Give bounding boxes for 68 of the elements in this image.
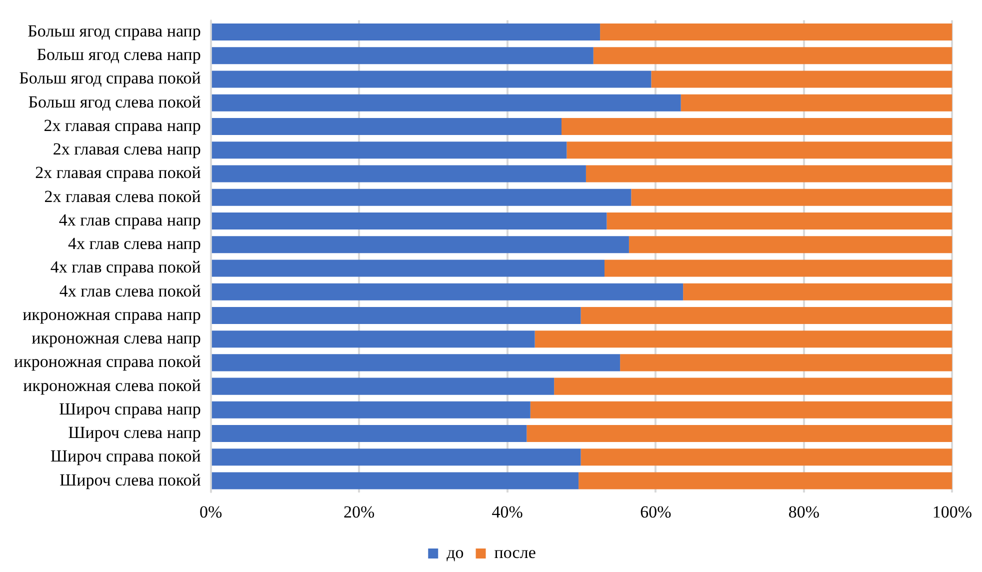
bar (212, 330, 535, 348)
bar (580, 448, 952, 466)
y-tick-label: 2х главая справа покой (35, 163, 201, 182)
y-tick-label: Широч справа покой (50, 446, 201, 466)
bar (212, 142, 567, 159)
bar (600, 24, 952, 41)
bar (683, 283, 952, 300)
x-tick-label: 80% (788, 502, 820, 522)
legend-label: после (494, 542, 536, 562)
bar (680, 94, 952, 112)
y-tick-label: 4х глав справа напр (58, 210, 201, 230)
bar (212, 354, 620, 372)
y-tick-label: 4х глав слева напр (68, 234, 201, 254)
bar (580, 306, 952, 324)
y-tick-label: икроножная справа покой (14, 352, 201, 372)
bar (212, 188, 632, 206)
bar (212, 306, 581, 324)
bar (212, 472, 579, 490)
y-tick-label: Больш ягод слева напр (36, 45, 201, 64)
bar (586, 165, 952, 182)
y-tick-label: 4х глав слева покой (59, 281, 201, 300)
x-tick-label: 60% (640, 502, 672, 522)
y-tick-label: Больш ягод справа напр (28, 21, 201, 40)
y-tick-label: икроножная справа напр (22, 304, 201, 324)
bar (212, 165, 586, 182)
x-tick-label: 40% (492, 502, 523, 522)
x-tick-label: 20% (344, 502, 375, 522)
bar (534, 330, 952, 348)
bar (593, 47, 952, 64)
bar (212, 425, 527, 442)
bar (631, 188, 952, 206)
bar (212, 283, 684, 300)
y-tick-label: икроножная слева напр (32, 328, 201, 348)
y-tick-label: икроножная слева покой (23, 376, 201, 395)
bar (628, 236, 952, 254)
y-tick-label: 4х глав справа покой (50, 258, 201, 277)
bar (606, 212, 952, 230)
bar (562, 118, 952, 135)
bar (212, 212, 607, 230)
bar (620, 354, 952, 372)
bar (212, 236, 629, 254)
y-tick-label: 2х главая слева покой (44, 186, 201, 206)
bar (212, 118, 562, 135)
bar (651, 70, 952, 88)
y-tick-label: 2х главая справа напр (44, 116, 201, 135)
bar (554, 378, 952, 395)
bar (566, 142, 952, 159)
bar (212, 401, 530, 418)
y-tick-label: Широч слева напр (68, 423, 201, 442)
bar (604, 260, 952, 277)
y-tick-label: Больш ягод справа покой (19, 68, 201, 88)
bar (212, 24, 600, 41)
bar (212, 448, 581, 466)
bar (212, 94, 681, 112)
y-tick-label: Широч слева покой (59, 470, 201, 490)
y-tick-label: Больш ягод слева покой (28, 92, 201, 112)
bar (212, 378, 554, 395)
bar (530, 401, 952, 418)
bar (526, 425, 952, 442)
y-tick-label: Широч справа напр (58, 399, 201, 418)
bar (212, 47, 594, 64)
legend-label: до (446, 542, 464, 562)
x-tick-label: 0% (200, 502, 222, 522)
bar (578, 472, 952, 490)
bar (212, 260, 604, 277)
y-tick-label: 2х главая слева напр (52, 140, 201, 159)
bar (212, 70, 652, 88)
x-tick-label: 100% (932, 502, 972, 522)
